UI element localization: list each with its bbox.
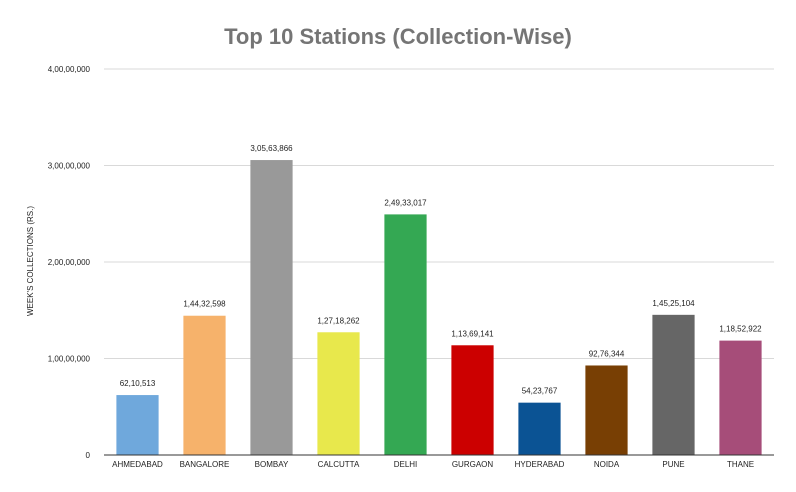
- x-tick-label: AHMEDABAD: [112, 460, 163, 469]
- y-tick-label: 1,00,00,000: [48, 355, 91, 364]
- y-tick-label: 0: [86, 451, 91, 460]
- bar-ahmedabad: [116, 395, 159, 455]
- data-label: 92,76,344: [589, 349, 625, 358]
- data-label: 1,18,52,922: [719, 325, 762, 334]
- x-axis-ticks: AHMEDABAD BANGALORE BOMBAY CALCUTTA DELHI GUR…: [112, 460, 754, 469]
- chart-title: Top 10 Stations (Collection-Wise): [224, 24, 572, 49]
- bar-pune: [652, 314, 695, 455]
- bar-noida: [585, 365, 628, 455]
- x-tick-label: PUNE: [662, 460, 684, 469]
- data-label: 54,23,767: [522, 387, 558, 396]
- x-tick-label: HYDERABAD: [515, 460, 565, 469]
- x-tick-label: THANE: [727, 460, 754, 469]
- bar-delhi: [384, 214, 427, 455]
- data-label: 3,05,63,866: [250, 144, 293, 153]
- bar-thane: [719, 340, 762, 455]
- data-label: 62,10,513: [120, 379, 156, 388]
- data-labels: 62,10,513 1,44,32,598 3,05,63,866 1,27,18,2…: [120, 144, 762, 396]
- data-label: 1,44,32,598: [183, 300, 226, 309]
- data-label: 1,27,18,262: [317, 316, 360, 325]
- x-tick-label: BOMBAY: [255, 460, 289, 469]
- x-tick-label: NOIDA: [594, 460, 620, 469]
- bar-calcutta: [317, 332, 360, 455]
- x-tick-label: BANGALORE: [180, 460, 230, 469]
- bar-gurgaon: [451, 345, 494, 455]
- y-tick-label: 3,00,00,000: [48, 162, 91, 171]
- x-tick-label: GURGAON: [452, 460, 494, 469]
- bar-bombay: [250, 160, 293, 455]
- y-axis-label: WEEK'S COLLECTIONS (RS.): [26, 206, 35, 316]
- bar-hyderabad: [518, 402, 561, 455]
- data-label: 1,13,69,141: [451, 329, 494, 338]
- data-label: 1,45,25,104: [652, 299, 695, 308]
- x-tick-label: CALCUTTA: [318, 460, 360, 469]
- bar-bangalore: [183, 315, 226, 455]
- bars: [116, 160, 762, 455]
- data-label: 2,49,33,017: [384, 198, 427, 207]
- y-tick-label: 2,00,00,000: [48, 258, 91, 267]
- y-axis-ticks: 0 1,00,00,000 2,00,00,000 3,00,00,000 4,00,0…: [48, 65, 91, 460]
- y-tick-label: 4,00,00,000: [48, 65, 91, 74]
- x-tick-label: DELHI: [394, 460, 418, 469]
